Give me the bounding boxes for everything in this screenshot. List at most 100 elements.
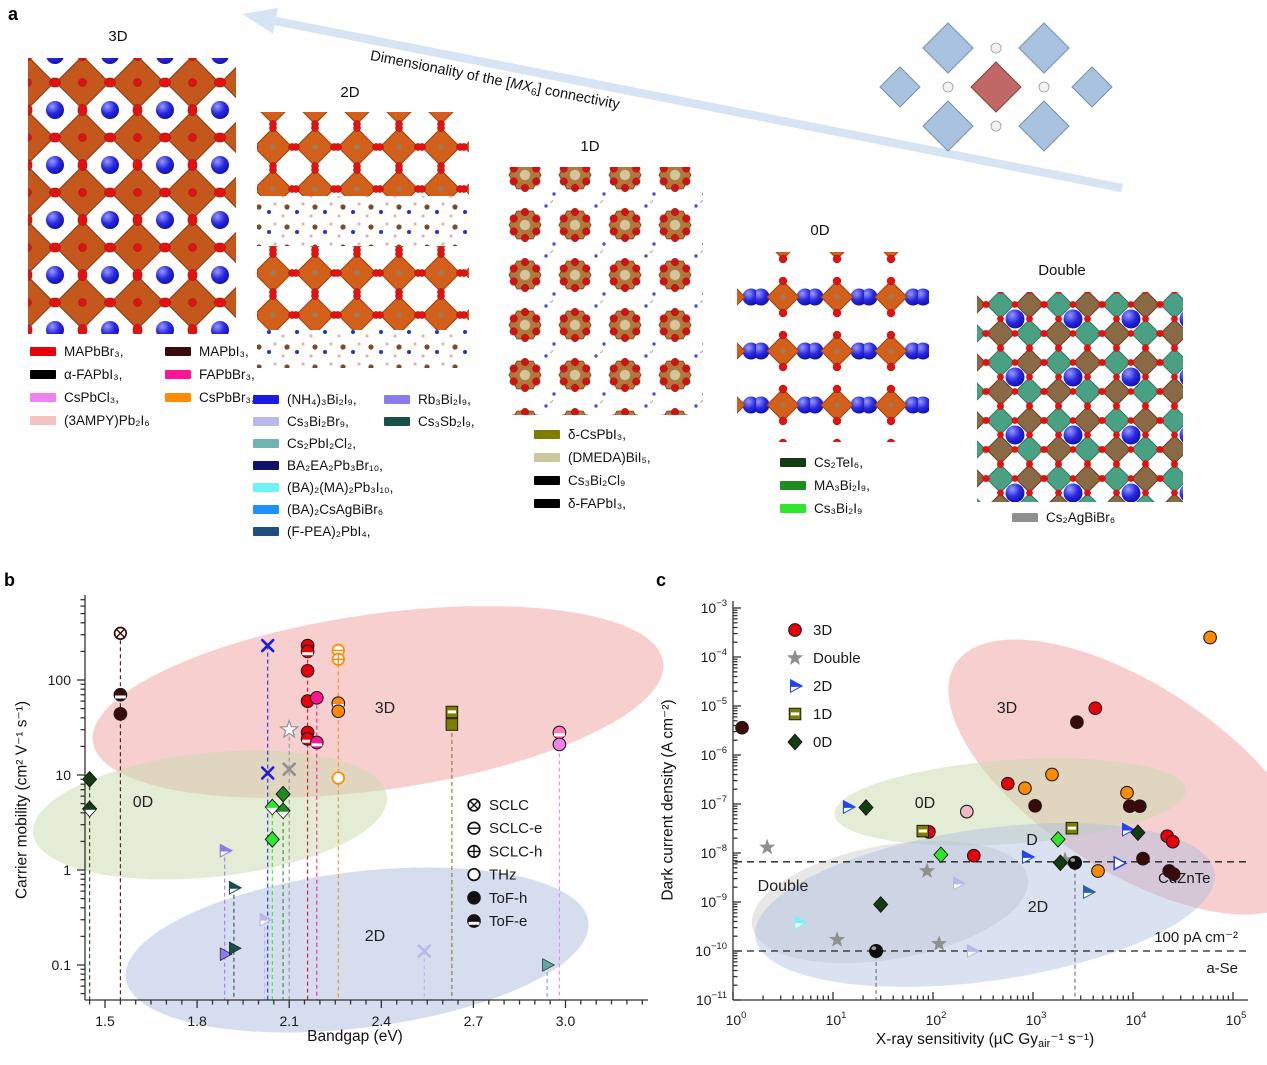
chart-c-x-axis-title: X-ray sensitivity (µC Gyair⁻¹ s⁻¹) [876, 1030, 1094, 1050]
data-point [1022, 849, 1036, 865]
region-label-0D: 0D [915, 795, 935, 812]
legend-swatch [534, 476, 560, 485]
data-point [1065, 821, 1079, 835]
legend-item: (DMEDA)BiI₅, [534, 446, 651, 469]
legend-label: Cs₃Bi₂I₉ [814, 501, 863, 516]
svg-text:10−7: 10−7 [701, 794, 727, 812]
legend-label: (BA)₂(MA)₂Pb₃I₁₀, [287, 479, 394, 495]
data-point [219, 947, 233, 962]
legend-item: δ-FAPbI₃, [534, 492, 651, 515]
data-point [1088, 701, 1103, 716]
data-point [552, 737, 567, 752]
region-label-Double: Double [758, 878, 809, 895]
chart-c-y-axis-title: Dark current density (A cm⁻²) [659, 699, 677, 901]
legend-item: (BA)₂(MA)₂Pb₃I₁₀, [253, 476, 393, 498]
data-point [1000, 776, 1015, 791]
data-point [1056, 851, 1074, 867]
panel-a-label: a [8, 4, 19, 24]
legend-item: MAPbBr₃, [30, 340, 151, 363]
svg-text:SCLC-h: SCLC-h [489, 843, 542, 860]
region-label-D: D [1026, 832, 1038, 849]
region-2D [755, 823, 1215, 987]
legend-item: CsPbCl₃, [30, 386, 151, 409]
svg-text:10−8: 10−8 [701, 843, 727, 861]
chart-b-x-axis-title: Bandgap (eV) [307, 1028, 403, 1045]
data-point [1122, 822, 1136, 837]
legend-label: (BA)₂CsAgBiBr₆ [287, 501, 384, 517]
region-label-3D: 3D [375, 700, 395, 717]
data-point [309, 690, 324, 705]
data-point [794, 915, 808, 930]
data-point [829, 931, 846, 947]
chart-b-y-axis-title: Carrier mobility (cm² V⁻¹ s⁻¹) [13, 700, 31, 900]
svg-text:1D: 1D [813, 706, 832, 723]
legend-label: Cs₂PbI₂Cl₂, [287, 435, 356, 451]
data-point [918, 862, 936, 878]
legend-swatch [384, 416, 410, 426]
legend-swatch [253, 504, 279, 514]
structure-0d-image [737, 252, 929, 442]
svg-text:SCLC-e: SCLC-e [489, 820, 542, 837]
legend-item: Cs₃Sb₂I₉, [384, 410, 475, 432]
data-point [417, 944, 432, 958]
region-2D [125, 867, 589, 1033]
region-3D [92, 606, 664, 798]
svg-text:SCLC: SCLC [489, 797, 529, 814]
data-point [759, 838, 776, 855]
svg-text:0.1: 0.1 [52, 957, 72, 973]
svg-text:102: 102 [926, 1010, 947, 1028]
legend-swatch [253, 394, 279, 404]
legend-swatch [165, 393, 191, 402]
data-point [275, 785, 291, 803]
data-point [542, 958, 556, 972]
panel-a-graphic [28, 7, 1183, 502]
legend-3d: MAPbBr₃, MAPbI₃, α-FAPbI₃, FAPbBr₃, CsPbCl₃,… [30, 340, 255, 432]
legend-label: (DMEDA)BiI₅, [568, 450, 651, 465]
legend-item: MAPbI₃, [165, 340, 255, 363]
svg-text:105: 105 [1226, 1010, 1247, 1028]
svg-text:10−6: 10−6 [701, 745, 727, 763]
chart-b-legend: SCLC SCLC-e SCLC-h THz ToF-h ToF-e [467, 797, 542, 930]
legend-swatch [780, 481, 806, 490]
data-point [1050, 830, 1066, 848]
svg-text:THz: THz [489, 867, 517, 884]
data-point [873, 896, 889, 913]
data-point [1052, 854, 1069, 872]
legend-double: Cs₂AgBiBr₆ [1012, 506, 1115, 529]
region-Double [751, 840, 1029, 964]
data-point [1028, 798, 1042, 813]
data-point [1083, 884, 1097, 900]
svg-text:10−5: 10−5 [701, 696, 727, 714]
legend-item: Cs₃Bi₂Cl₉ [534, 469, 651, 492]
legend-item: (NH₄)₃Bi₂I₉, [253, 388, 393, 410]
svg-text:10−10: 10−10 [695, 941, 727, 959]
data-point [966, 848, 981, 863]
data-point [228, 880, 243, 895]
c-x-title-post: ⁻¹ s⁻¹) [1050, 1031, 1095, 1048]
data-point [1136, 851, 1150, 866]
svg-text:2.7: 2.7 [464, 1013, 484, 1029]
legend-item: (3AMPY)Pb₂I₆ [30, 409, 151, 432]
data-point [916, 824, 930, 838]
data-point [331, 704, 346, 719]
legend-item: Rb₃Bi₂I₉, [384, 388, 475, 410]
chart-b-axes: 1.5 1.8 2.1 2.4 2.7 3.0 0.1 1 10 100 [48, 595, 648, 1029]
data-point [1120, 785, 1134, 800]
legend-label: (F-PEA)₂PbI₄, [287, 523, 371, 539]
legend-2d-col1: (NH₄)₃Bi₂I₉, Cs₃Bi₂Br₉, Cs₂PbI₂Cl₂, BA₂EA₂P… [253, 388, 393, 542]
svg-text:1.8: 1.8 [187, 1013, 207, 1029]
legend-swatch [165, 347, 191, 356]
structure-double-label: Double [1038, 262, 1086, 279]
legend-label: Cs₃Bi₂Br₉, [287, 413, 349, 429]
data-point [331, 771, 345, 785]
data-point [259, 912, 273, 927]
legend-label: α-FAPbI₃, [64, 367, 123, 382]
data-point [219, 843, 233, 858]
legend-item: α-FAPbI₃, [30, 363, 151, 386]
svg-text:2D: 2D [813, 678, 832, 695]
svg-text:3D: 3D [813, 622, 832, 639]
legend-item: Cs₃Bi₂I₉ [780, 497, 870, 520]
data-point [933, 846, 949, 864]
legend-item: BA₂EA₂Pb₃Br₁₀, [253, 454, 393, 476]
data-point [1203, 630, 1217, 645]
